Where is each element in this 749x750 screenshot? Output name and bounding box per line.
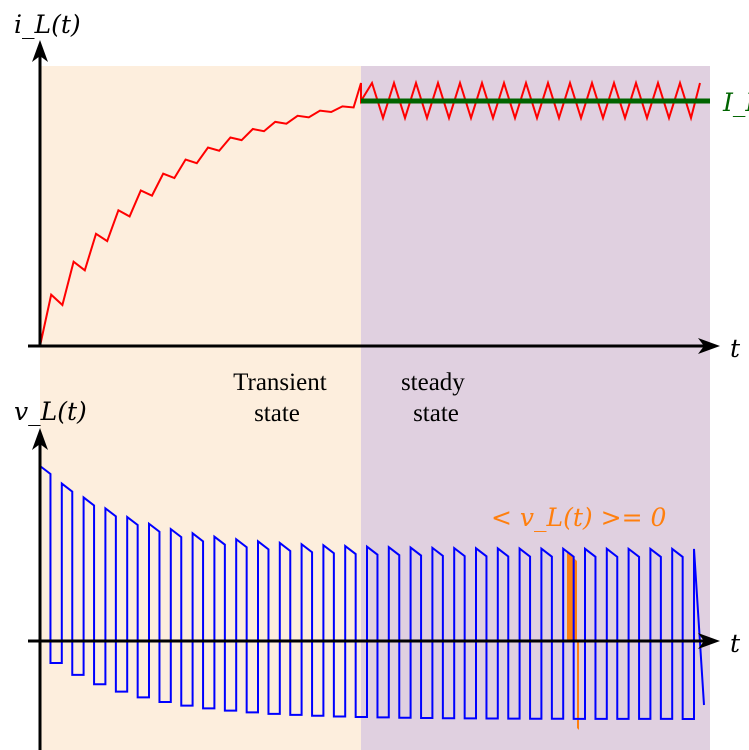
inductor-current-waveform — [39, 79, 701, 347]
bottom-y-arrow-head-icon — [32, 428, 48, 450]
steady-state-line-1: steady — [401, 369, 465, 396]
steady-state-line-2: state — [413, 400, 459, 427]
steady-state-label: steady state — [401, 369, 471, 427]
top-x-axis-label: t — [730, 334, 741, 363]
bottom-x-axis-label: t — [730, 629, 741, 658]
top-y-axis-label: i_L(t) — [14, 10, 81, 39]
steady-region — [361, 66, 710, 750]
transient-state-line-2: state — [254, 400, 300, 427]
transient-state-line-1: Transient — [233, 369, 327, 396]
transient-state-label: Transient state — [233, 369, 333, 427]
top-x-arrow-head-icon — [698, 338, 720, 354]
top-y-arrow-head-icon — [32, 40, 48, 62]
average-voltage-note: < v_L(t) >= 0 — [491, 503, 666, 532]
average-current-label: I_L — [722, 88, 749, 117]
bottom-x-arrow-head-icon — [698, 633, 720, 649]
inductor-voltage-waveform — [39, 465, 705, 720]
bottom-y-axis-label: v_L(t) — [14, 397, 87, 426]
axes — [28, 50, 704, 750]
